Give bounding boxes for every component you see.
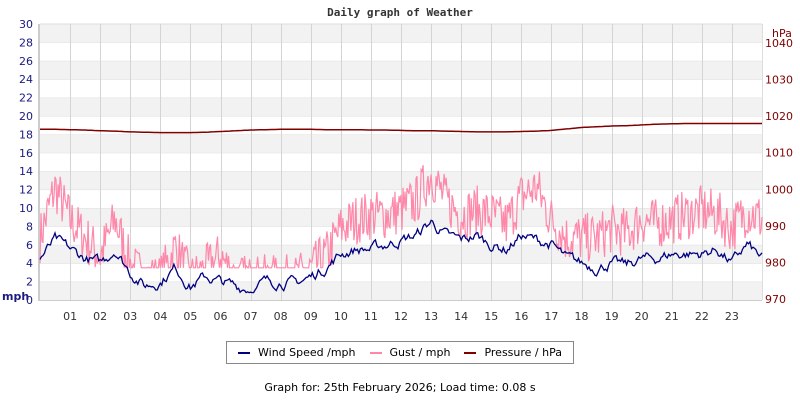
svg-text:1040: 1040	[765, 37, 793, 50]
svg-text:01: 01	[63, 310, 77, 323]
legend-label: Wind Speed /mph	[258, 346, 356, 359]
pressure-line	[40, 122, 762, 134]
svg-text:05: 05	[183, 310, 197, 323]
svg-text:17: 17	[544, 310, 558, 323]
footer-status: Graph for: 25th February 2026; Load time…	[264, 381, 536, 394]
svg-text:22: 22	[695, 310, 709, 323]
gust-line	[39, 165, 763, 270]
svg-text:20: 20	[635, 310, 649, 323]
svg-text:26: 26	[19, 55, 33, 68]
chart-title: Daily graph of Weather	[327, 6, 473, 19]
svg-text:1010: 1010	[765, 147, 793, 160]
svg-text:22: 22	[19, 92, 33, 105]
x-axis-labels: 01 02 03 04 05 06 07 08 09 10 11 12 13 14 15 16 17 18 19 20…	[63, 310, 739, 323]
svg-text:18: 18	[575, 310, 589, 323]
wind-speed-line	[39, 219, 763, 294]
legend-label: Gust / mph	[389, 346, 451, 359]
svg-text:2: 2	[26, 276, 33, 289]
svg-text:23: 23	[725, 310, 739, 323]
svg-text:20: 20	[19, 110, 33, 123]
svg-text:19: 19	[605, 310, 619, 323]
svg-text:02: 02	[93, 310, 107, 323]
svg-text:990: 990	[765, 220, 786, 233]
svg-text:6: 6	[26, 239, 33, 252]
right-axis-unit: hPa	[772, 27, 792, 40]
svg-text:1030: 1030	[765, 74, 793, 87]
svg-text:07: 07	[244, 310, 258, 323]
svg-text:30: 30	[19, 18, 33, 31]
svg-text:10: 10	[334, 310, 348, 323]
svg-text:0: 0	[26, 294, 33, 307]
svg-text:24: 24	[19, 73, 33, 86]
svg-text:10: 10	[19, 202, 33, 215]
svg-text:21: 21	[665, 310, 679, 323]
svg-text:06: 06	[214, 310, 228, 323]
svg-text:08: 08	[274, 310, 288, 323]
svg-text:18: 18	[19, 128, 33, 141]
svg-text:16: 16	[514, 310, 528, 323]
svg-text:04: 04	[153, 310, 167, 323]
pressure-swatch-icon	[464, 351, 477, 354]
vertical-gridlines	[70, 24, 733, 300]
legend-item-pressure: Pressure / hPa	[464, 346, 562, 359]
svg-text:13: 13	[424, 310, 438, 323]
svg-text:14: 14	[19, 165, 33, 178]
svg-text:14: 14	[454, 310, 468, 323]
svg-text:11: 11	[364, 310, 378, 323]
svg-text:8: 8	[26, 220, 33, 233]
data-series	[39, 122, 763, 294]
left-axis-unit: mph	[2, 290, 29, 303]
svg-text:03: 03	[123, 310, 137, 323]
svg-text:09: 09	[304, 310, 318, 323]
gust-swatch-icon	[369, 351, 382, 354]
axes	[38, 24, 763, 301]
svg-text:1000: 1000	[765, 183, 793, 196]
svg-text:980: 980	[765, 256, 786, 269]
svg-text:16: 16	[19, 147, 33, 160]
svg-text:12: 12	[19, 184, 33, 197]
svg-text:4: 4	[26, 257, 33, 270]
right-axis-labels: 970 980 990 1000 1010 1020 1030 1040	[765, 37, 793, 306]
wind-speed-swatch-icon	[238, 351, 250, 354]
legend-item-wind-speed: Wind Speed /mph	[238, 346, 356, 359]
svg-text:15: 15	[484, 310, 498, 323]
svg-text:28: 28	[19, 36, 33, 49]
legend-item-gust: Gust / mph	[369, 346, 451, 359]
svg-text:970: 970	[765, 293, 786, 306]
svg-text:1020: 1020	[765, 110, 793, 123]
legend-label: Pressure / hPa	[484, 346, 562, 359]
svg-text:12: 12	[394, 310, 408, 323]
legend: Wind Speed /mph Gust / mph Pressure / hP…	[226, 341, 574, 364]
